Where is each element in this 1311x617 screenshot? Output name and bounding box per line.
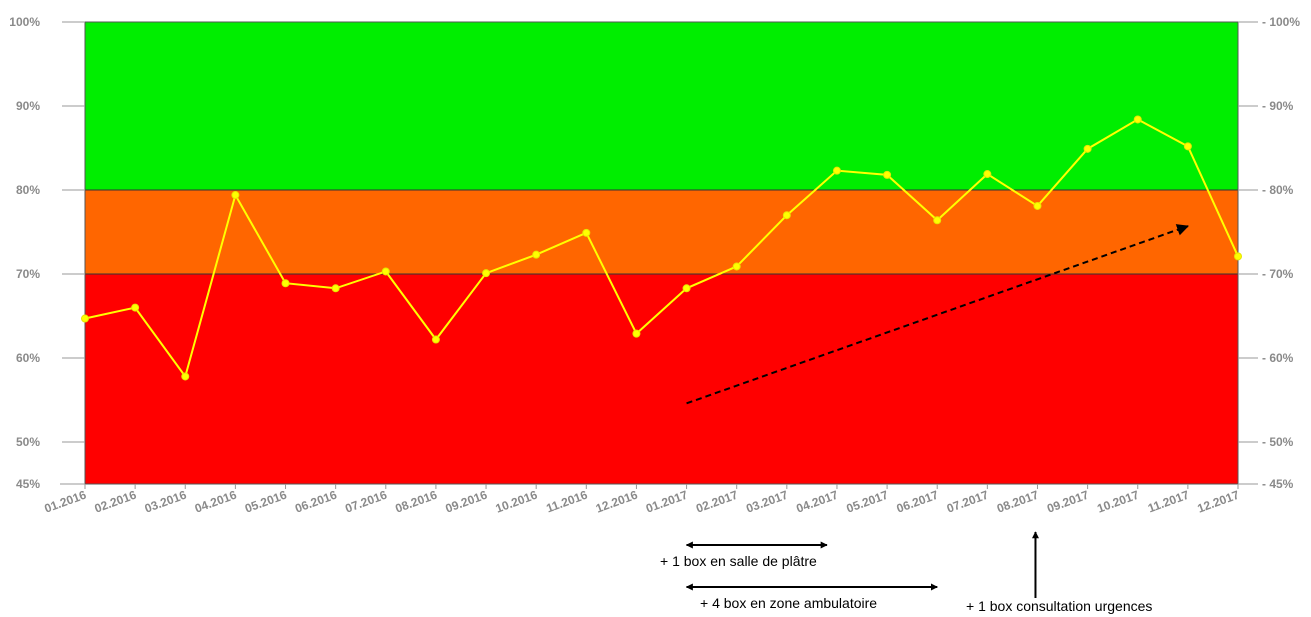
trend-arrow <box>686 224 1190 405</box>
x-tick-label: 11.2016 <box>544 488 589 516</box>
data-point <box>983 170 992 179</box>
y-tick-label-left: 70% <box>16 267 40 281</box>
x-tick-label: 07.2017 <box>945 488 991 516</box>
data-point <box>431 335 440 344</box>
x-tick-label: 02.2016 <box>93 488 139 516</box>
data-point <box>331 284 340 293</box>
data-point <box>81 314 89 323</box>
data-point <box>181 372 190 381</box>
x-tick-label: 03.2016 <box>143 488 189 516</box>
x-tick-label: 10.2017 <box>1095 488 1141 516</box>
x-tick-label: 01.2016 <box>42 488 88 516</box>
x-tick-label: 04.2016 <box>193 488 239 516</box>
x-tick-label: 05.2016 <box>243 488 289 516</box>
x-tick-label: 09.2017 <box>1045 488 1091 516</box>
data-point <box>532 250 541 259</box>
data-point <box>933 216 942 225</box>
x-tick-label: 06.2017 <box>895 488 941 516</box>
series-line <box>81 115 1242 381</box>
axes: 45% - 45% 50% - 50% 60% - 60% 70% - 70% 80% - 80%… <box>9 15 1300 491</box>
data-point <box>1183 142 1192 151</box>
data-point <box>632 329 641 338</box>
annotations: + 1 box en salle de plâtre + 4 box en zon… <box>660 224 1190 614</box>
zone-band-2 <box>85 22 1238 190</box>
series-line-0 <box>84 118 1239 379</box>
data-point <box>1083 144 1092 153</box>
x-tick-label: 12.2017 <box>1195 488 1241 516</box>
y-tick-label-left: 100% <box>9 15 40 29</box>
x-tick-label: 12.2016 <box>594 488 640 516</box>
y-tick-label-left: 80% <box>16 183 40 197</box>
x-tick-label: 01.2017 <box>644 488 690 516</box>
zone-band-0 <box>85 274 1238 484</box>
annotation-text-urgences: + 1 box consultation urgences <box>966 598 1152 614</box>
y-tick-label-right: - 50% <box>1262 435 1294 449</box>
y-tick-label-right: - 70% <box>1262 267 1294 281</box>
data-point <box>281 279 290 288</box>
data-point <box>381 267 390 276</box>
zone-band-1 <box>85 190 1238 274</box>
data-point <box>682 284 691 293</box>
y-tick-label-left: 60% <box>16 351 40 365</box>
y-tick-label-right: - 100% <box>1262 15 1300 29</box>
y-tick-label-right: - 60% <box>1262 351 1294 365</box>
x-tick-label: 07.2016 <box>343 488 389 516</box>
y-tick-label-left: 90% <box>16 99 40 113</box>
y-tick-label-left: 50% <box>16 435 40 449</box>
x-tick-label: 08.2016 <box>393 488 439 516</box>
data-point <box>1234 252 1242 261</box>
y-tick-label-right: - 80% <box>1262 183 1294 197</box>
data-point <box>1133 115 1142 124</box>
x-tick-label: 03.2017 <box>744 488 790 516</box>
x-tick-label: 05.2017 <box>845 488 891 516</box>
x-tick-label: 04.2017 <box>794 488 840 516</box>
data-point <box>131 303 140 312</box>
y-tick-label-right: - 45% <box>1262 477 1294 491</box>
zone-bands <box>84 21 1239 485</box>
x-tick-labels: 01.2016 02.2016 03.2016 04.2016 05.2016 06.20… <box>42 488 1241 516</box>
data-point <box>582 228 591 237</box>
annotation-text-platre: + 1 box en salle de plâtre <box>660 553 817 569</box>
data-point <box>231 191 240 200</box>
x-tick-label: 11.2017 <box>1146 488 1191 516</box>
x-tick-label: 06.2016 <box>293 488 339 516</box>
data-point <box>732 262 741 271</box>
data-point <box>832 166 841 175</box>
annotation-text-ambulatoire: + 4 box en zone ambulatoire <box>700 595 877 611</box>
x-tick-label: 02.2017 <box>694 488 740 516</box>
data-point <box>883 170 892 179</box>
x-tick-label: 08.2017 <box>995 488 1041 516</box>
data-point <box>782 211 791 220</box>
data-point <box>482 269 491 278</box>
y-tick-label-right: - 90% <box>1262 99 1294 113</box>
y-tick-label-left: 45% <box>16 477 40 491</box>
data-point <box>1033 201 1042 210</box>
x-tick-label: 10.2016 <box>494 488 540 516</box>
x-tick-label: 09.2016 <box>444 488 490 516</box>
